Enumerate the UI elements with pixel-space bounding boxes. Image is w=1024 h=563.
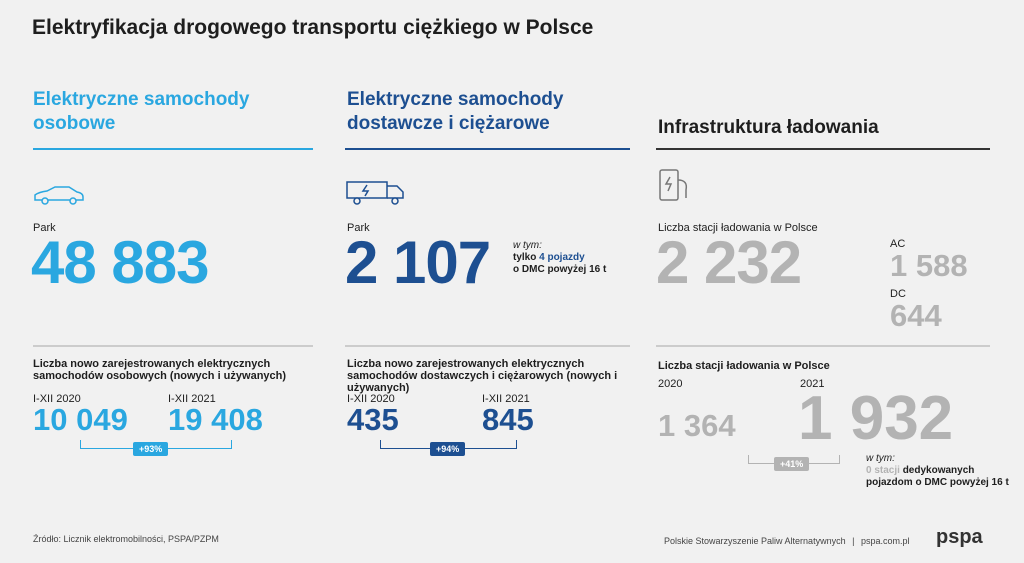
source: Źródło: Licznik elektromobilności, PSPA/… xyxy=(33,534,219,544)
rule xyxy=(345,345,630,347)
value: 1 364 xyxy=(658,408,736,443)
value: 845 xyxy=(482,402,534,437)
label: I-XII 2021 xyxy=(168,393,216,405)
rule xyxy=(33,148,313,150)
growth: +93% xyxy=(133,442,169,456)
charger-icon xyxy=(659,169,688,201)
label: I-XII 2020 xyxy=(33,393,81,405)
car-icon xyxy=(34,186,84,205)
note: w tym: tylko 4 pojazdy o DMC powyżej 16 … xyxy=(513,240,623,276)
note: w tym: 0 stacji dedykowanych pojazdom o … xyxy=(866,453,1016,489)
label: Liczba stacji ładowania w Polsce xyxy=(658,222,818,234)
label: I-XII 2020 xyxy=(347,393,395,405)
truck-icon xyxy=(346,181,404,205)
growth: +41% xyxy=(774,457,810,471)
label: Liczba nowo zarejestrowanych elektryczny… xyxy=(33,358,287,382)
heading: Infrastruktura ładowania xyxy=(658,117,879,138)
url: pspa.com.pl xyxy=(860,536,910,546)
label: DC xyxy=(890,288,906,300)
note-text: pojazdom o DMC powyżej 16 t xyxy=(866,477,1009,488)
note-highlight: 0 stacji xyxy=(866,465,900,476)
value: 644 xyxy=(890,298,942,333)
logo: pspa xyxy=(936,526,983,548)
org: Polskie Stowarzyszenie Paliw Alternatywn… xyxy=(664,536,846,546)
label: Liczba nowo zarejestrowanych elektryczny… xyxy=(347,358,618,394)
label: 2021 xyxy=(800,378,825,390)
label: Park xyxy=(347,222,370,234)
label: AC xyxy=(890,238,906,250)
note-text: dedykowanych xyxy=(902,465,975,476)
rule xyxy=(656,148,990,150)
label: I-XII 2021 xyxy=(482,393,530,405)
value: 2 232 xyxy=(656,229,802,296)
note-highlight: 4 pojazdy xyxy=(539,252,585,263)
separator: | xyxy=(852,536,855,546)
value: 19 408 xyxy=(168,402,263,437)
title: Elektryfikacja drogowego transportu cięż… xyxy=(32,16,594,39)
rule xyxy=(656,345,990,347)
note-intro: w tym: xyxy=(866,453,895,464)
rule xyxy=(33,345,313,347)
footer-credits: Polskie Stowarzyszenie Paliw Alternatywn… xyxy=(664,536,909,546)
growth: +94% xyxy=(430,442,466,456)
note-text: tylko xyxy=(513,252,537,263)
value: 2 107 xyxy=(345,229,491,296)
value: 48 883 xyxy=(31,229,210,296)
heading: Elektryczne samochody dostawcze i ciężar… xyxy=(347,89,564,134)
label: 2020 xyxy=(658,378,683,390)
note-text: o DMC powyżej 16 t xyxy=(513,264,607,275)
heading: Elektryczne samochody osobowe xyxy=(33,89,250,134)
label: Liczba stacji ładowania w Polsce xyxy=(658,360,830,372)
value: 1 932 xyxy=(798,384,954,453)
value: 10 049 xyxy=(33,402,128,437)
label: Park xyxy=(33,222,56,234)
rule xyxy=(345,148,630,150)
note-intro: w tym: xyxy=(513,240,542,251)
value: 1 588 xyxy=(890,248,968,283)
value: 435 xyxy=(347,402,399,437)
